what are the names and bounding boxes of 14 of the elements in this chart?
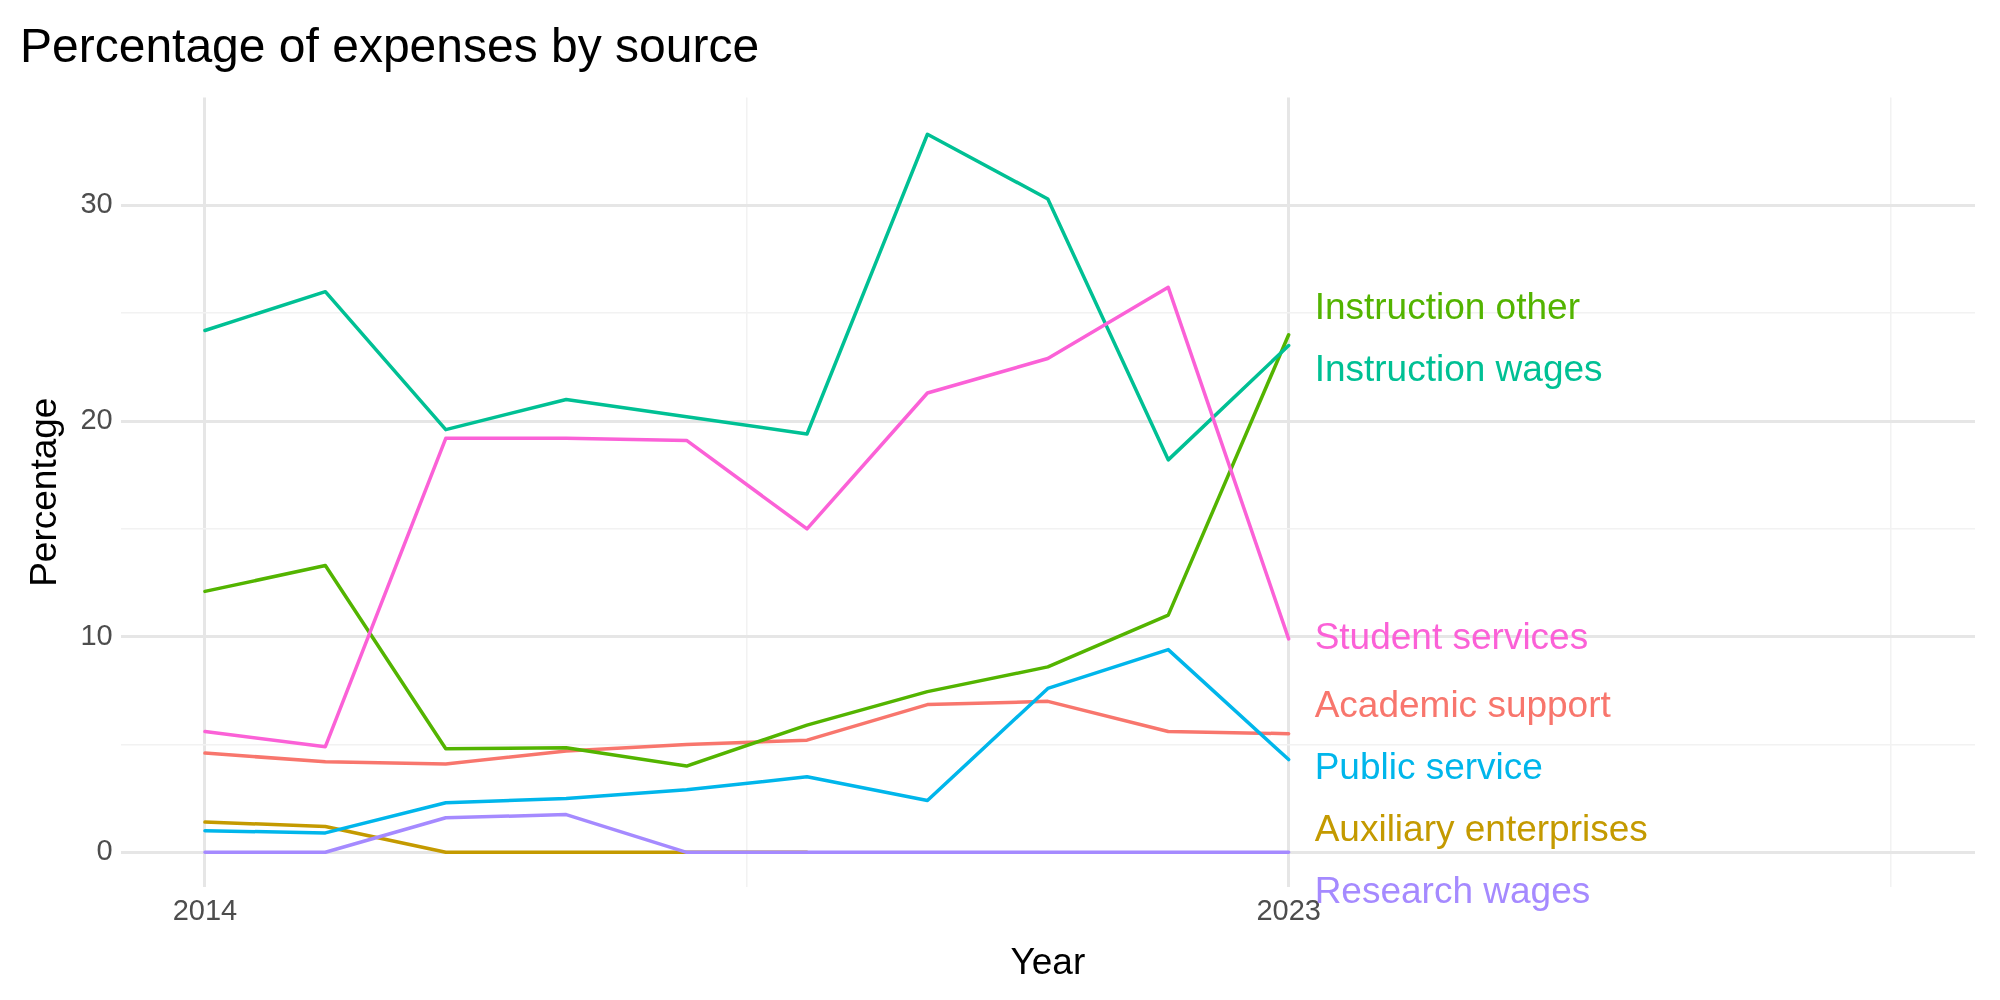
x-tick-label: 2014 (172, 894, 238, 927)
series-label: Academic support (1314, 683, 1612, 725)
series-label: Instruction other (1314, 286, 1580, 328)
x-axis-title: Year (1010, 941, 1086, 982)
y-tick-label: 30 (80, 187, 113, 220)
chart-title: Percentage of expenses by source (20, 19, 760, 73)
y-tick-label: 10 (80, 618, 113, 651)
text: Auxiliary enterprises (1314, 807, 1648, 849)
y-tick-label: 20 (80, 403, 113, 436)
series-label: Instruction wages (1314, 348, 1603, 390)
series-label: Public service (1314, 745, 1543, 787)
y-tick-label: 0 (96, 834, 113, 867)
series-label: Student services (1314, 616, 1589, 658)
y-axis-title: Percentage (23, 397, 65, 587)
